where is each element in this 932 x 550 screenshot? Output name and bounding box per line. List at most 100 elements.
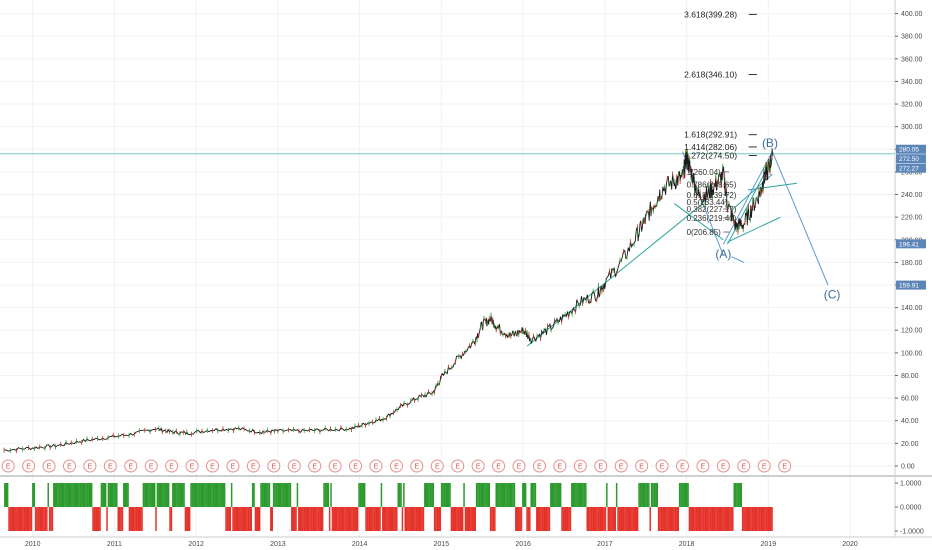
oscillator-bar-up (646, 483, 649, 507)
oscillator-bar-down (13, 507, 16, 531)
oscillator-bar-down (50, 507, 52, 531)
oscillator-bar-up (442, 483, 444, 507)
oscillator-bar-down (699, 507, 702, 531)
oscillator-bar-up (174, 483, 177, 507)
fib-label: 1.272(274.50) (684, 151, 737, 161)
time-axis[interactable]: 2010 2011 2012 2013 2014 2015 2016 2017 2018 2019… (25, 541, 858, 548)
oscillator-bar-down (466, 507, 468, 531)
price-tag-label: 272.27 (899, 166, 919, 173)
earnings-marker-label: E (108, 464, 113, 471)
oscillator-bar-up (88, 483, 90, 507)
oscillator-bar-up (446, 483, 448, 507)
oscillator-bar-up (573, 483, 576, 507)
oscillator-bar-up (197, 483, 199, 507)
oscillator-bar-up (641, 483, 643, 507)
oscillator-bar-up (218, 483, 220, 507)
trendline-channel-high (747, 182, 797, 191)
oscillator-bar-down (340, 507, 342, 531)
oscillator-bar-up (179, 483, 181, 507)
oscillator-bar-up (54, 483, 56, 507)
oscillator-bar-up (152, 483, 154, 507)
oscillator-bar-up (324, 483, 327, 507)
oscillator-bar-up (499, 483, 502, 507)
oscillator-bar-up (261, 483, 264, 507)
oscillator-bar-down (632, 507, 635, 531)
oscillator-bar-down (341, 507, 343, 531)
earnings-marker (165, 459, 179, 473)
earnings-marker (83, 459, 97, 473)
oscillator-bar-down (22, 507, 24, 531)
oscillator-bar-down (467, 507, 469, 531)
oscillator-bar-up (533, 483, 535, 507)
oscillator-bar-up (201, 483, 203, 507)
oscillator-bar-down (384, 507, 387, 531)
oscillator-bar-down (564, 507, 566, 531)
oscillator-bar-up (327, 483, 329, 507)
oscillator-bar-down (355, 507, 357, 531)
oscillator-bar-down (712, 507, 714, 531)
oscillator-bar-down (303, 507, 306, 531)
oscillator-bar-up (195, 483, 198, 507)
price-tag-label: 272.50 (899, 156, 919, 163)
oscillator-bar-up (265, 483, 268, 507)
oscillator-bar-down (494, 507, 496, 531)
oscillator-bar-down (333, 507, 335, 531)
oscillator-bar-down (128, 507, 131, 531)
earnings-marker (553, 459, 567, 473)
price-tag (896, 154, 926, 164)
oscillator-bar-up (645, 483, 647, 507)
earnings-marker-label: E (88, 464, 93, 471)
oscillator-bar-up (557, 483, 559, 507)
oscillator-bar-down (300, 507, 303, 531)
oscillator-bar-up (397, 483, 399, 507)
oscillator-bar-up (571, 483, 573, 507)
oscillator-bar-down (422, 507, 425, 531)
oscillator-bar-down (457, 507, 460, 531)
y-tick-label: 240.00 (901, 192, 923, 199)
fib-label: 0(206.85) (687, 228, 722, 237)
oscillator-bar-up (555, 483, 558, 507)
oscillator-bar-down (236, 507, 238, 531)
oscillator-bar-down (565, 507, 567, 531)
oscillator-bar-up (111, 483, 114, 507)
oscillator-bar-down (764, 507, 766, 531)
oscillator-bar-down (439, 507, 441, 531)
oscillator-bar-up (559, 483, 562, 507)
oscillator-bar-down (636, 507, 639, 531)
oscillator-bar-up (550, 483, 552, 507)
oscillator-bar-down (242, 507, 244, 531)
oscillator-bar-up (211, 483, 213, 507)
oscillator-bar-up (534, 483, 537, 507)
oscillator-bar-up (113, 483, 115, 507)
oscillator-bar-down (762, 507, 765, 531)
earnings-marker (778, 459, 792, 473)
oscillator-bar-down (659, 507, 661, 531)
oscillator-bar-up (83, 483, 86, 507)
earnings-marker-label: E (578, 464, 583, 471)
earnings-marker-label: E (619, 464, 624, 471)
oscillator-bar-down (676, 507, 678, 531)
oscillator-bar-down (411, 507, 413, 531)
oscillator-bar-down (349, 507, 352, 531)
oscillator-bar-up (209, 483, 212, 507)
oscillator-bar-up (330, 483, 332, 507)
oscillator-bar-up (447, 483, 450, 507)
oscillator-bar-up (190, 483, 192, 507)
oscillator-bar-up (221, 483, 223, 507)
oscillator-bar-up (156, 483, 159, 507)
oscillator-bar-up (64, 483, 66, 507)
oscillator-bar-up (432, 483, 434, 507)
oscillator-bar-down (537, 507, 539, 531)
wave-path-tail (731, 256, 744, 263)
earnings-marker (206, 459, 220, 473)
oscillator-bar-down (433, 507, 436, 531)
oscillator-bar-down (544, 507, 546, 531)
wave-label: (B) (762, 136, 778, 150)
oscillator-bar-down (244, 507, 247, 531)
earnings-marker-label: E (312, 464, 317, 471)
oscillator-bar-down (389, 507, 391, 531)
oscillator-bar-down (412, 507, 415, 531)
oscillator-bar-up (127, 483, 129, 507)
oscillator-bar-down (611, 507, 614, 531)
oscillator-bar-up (502, 483, 504, 507)
